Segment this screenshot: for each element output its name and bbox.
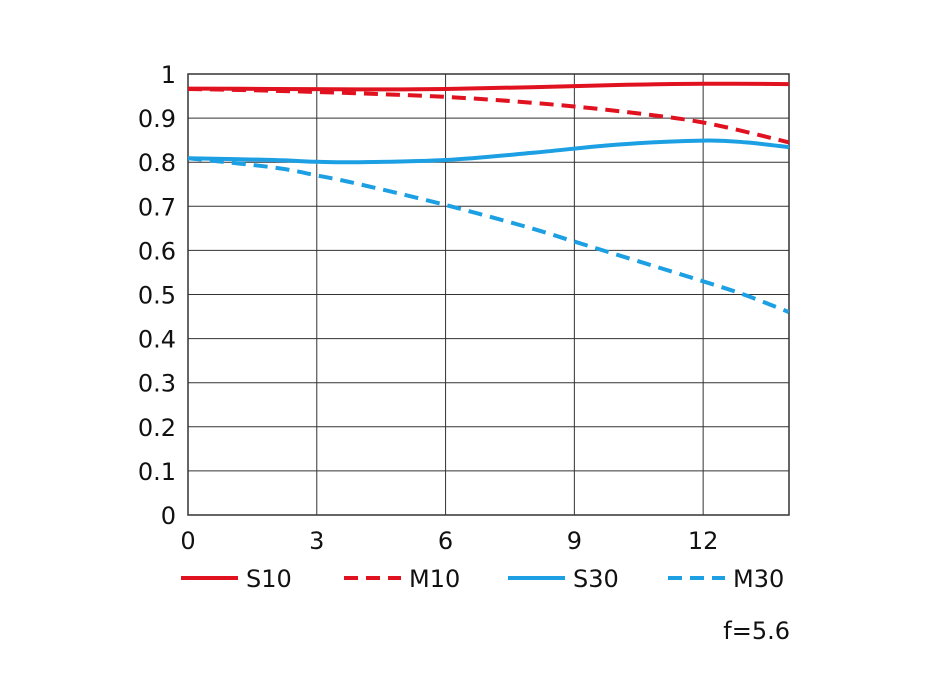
y-tick-label: 0.3 — [138, 370, 176, 398]
series-line-s10 — [188, 81, 789, 92]
y-tick-label: 0 — [161, 502, 176, 530]
series-lines — [188, 81, 789, 314]
legend-label-s10: S10 — [246, 565, 292, 593]
y-tick-label: 0.7 — [138, 193, 176, 221]
y-tick-label: 1 — [161, 61, 176, 89]
legend-label-m30: M30 — [733, 565, 784, 593]
y-tick-label: 0.1 — [138, 458, 176, 486]
x-tick-label: 0 — [180, 527, 195, 555]
x-tick-label: 12 — [688, 527, 719, 555]
y-tick-label: 0.9 — [138, 105, 176, 133]
y-tick-label: 0.5 — [138, 282, 176, 310]
aperture-annotation: f=5.6 — [723, 617, 790, 645]
legend: S10 M10 S30 M30 — [181, 565, 784, 593]
y-tick-label: 0.2 — [138, 414, 176, 442]
legend-label-m10: M10 — [409, 565, 460, 593]
x-tick-label: 3 — [309, 527, 324, 555]
legend-label-s30: S30 — [573, 565, 619, 593]
y-tick-label: 0.8 — [138, 149, 176, 177]
y-tick-label: 0.6 — [138, 237, 176, 265]
x-tick-label: 6 — [438, 527, 453, 555]
y-tick-label: 0.4 — [138, 326, 176, 354]
x-axis-ticks: 0 3 6 9 12 — [180, 527, 718, 555]
series-line-m10 — [188, 87, 789, 145]
series-line-s30 — [188, 138, 789, 165]
x-tick-label: 9 — [567, 527, 582, 555]
plot-area — [187, 73, 790, 516]
series-line-m30 — [188, 156, 789, 314]
y-axis-ticks: 0 0.1 0.2 0.3 0.4 0.5 0.6 0.7 0.8 0.9 1 — [138, 61, 176, 530]
